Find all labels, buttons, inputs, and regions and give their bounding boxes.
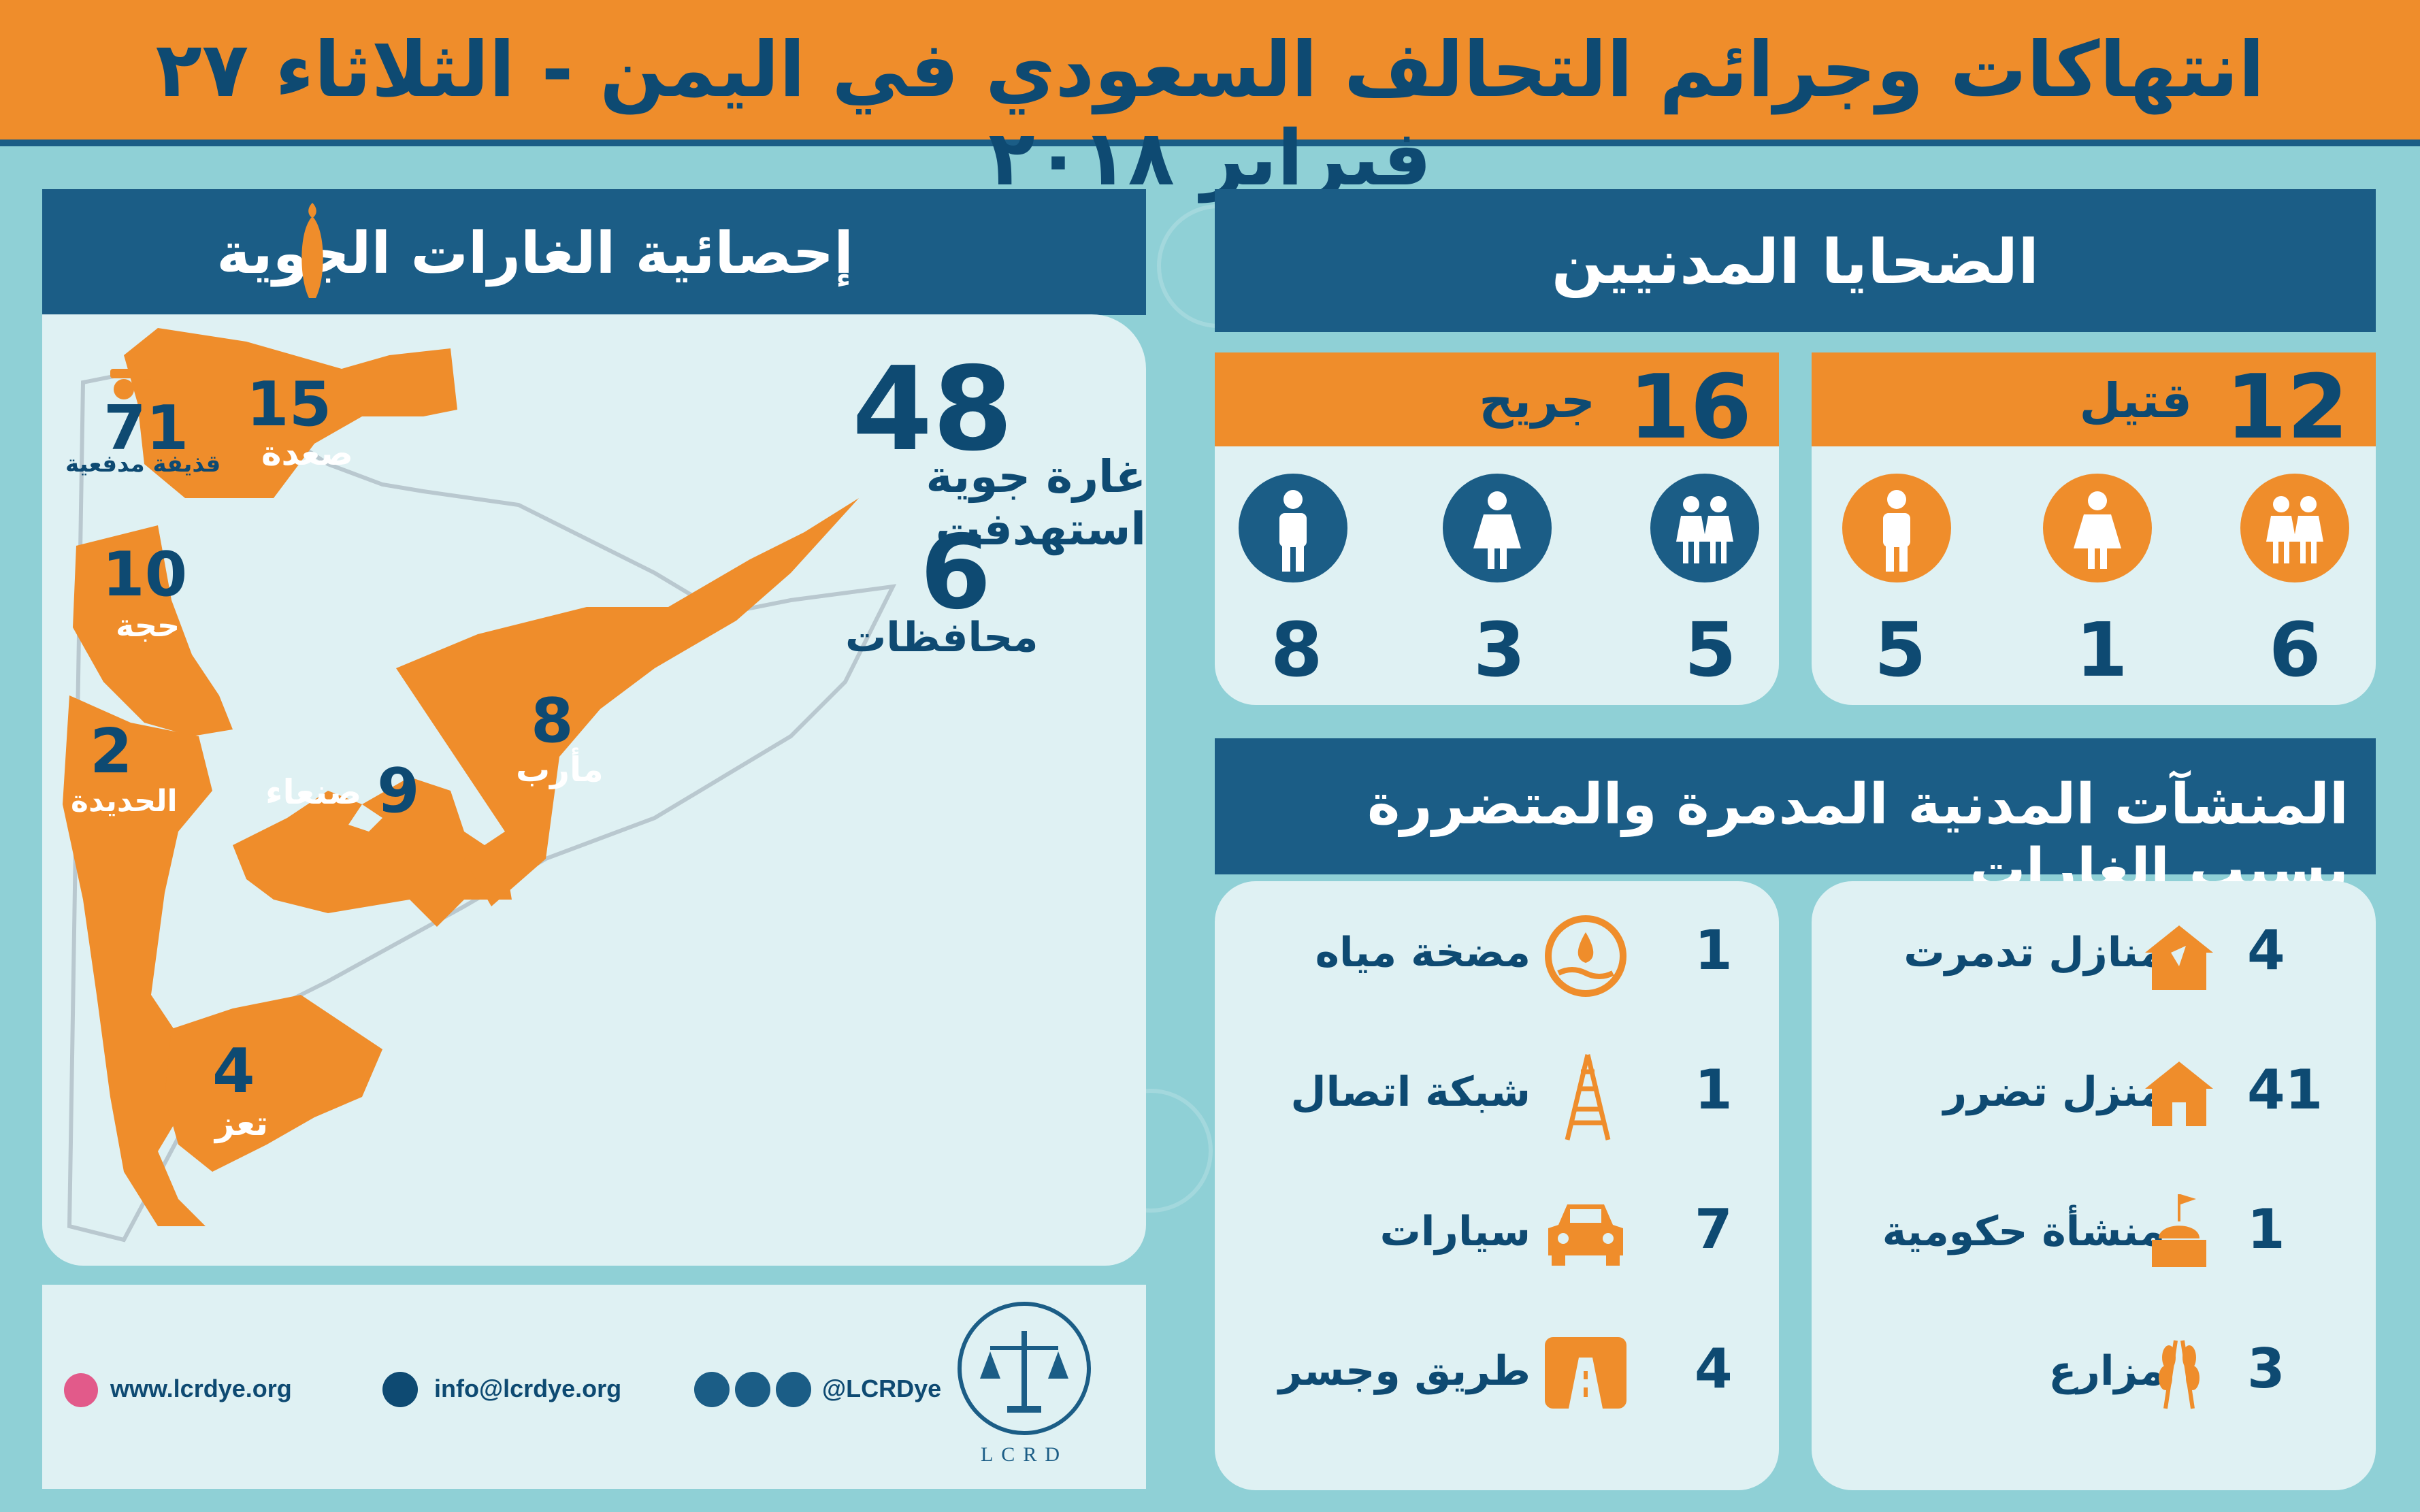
road-bridge-icon — [1545, 1337, 1626, 1409]
total-raids-count: 48 — [852, 342, 1013, 477]
region-name-marib: مأرب — [516, 750, 604, 789]
total-raids-label: غارة جوية استهدفت — [926, 450, 1146, 555]
region-count-hodeidah: 2 — [90, 716, 133, 787]
region-count-hajjah: 10 — [102, 539, 188, 610]
killed-count: 12 — [2225, 355, 2349, 459]
injured-children-count: 5 — [1684, 606, 1737, 693]
website-link[interactable]: www.lcrdye.org — [110, 1375, 292, 1402]
killed-header: 12 قتيل — [1812, 352, 2376, 459]
injured-men-count: 8 — [1271, 606, 1323, 693]
injured-panel: 5 3 8 — [1215, 446, 1779, 705]
facility-count: 41 — [2247, 1058, 2323, 1121]
scales-icon — [958, 1302, 1091, 1435]
facility-label: منزل تضرر — [1943, 1068, 2165, 1116]
children-injured-icon — [1650, 474, 1759, 582]
yemen-map — [63, 328, 897, 1243]
facility-label: طريق وجسر — [1278, 1347, 1531, 1395]
facility-label: منشأة حكومية — [1882, 1208, 2165, 1255]
facility-label: منازل تدمرت — [1903, 929, 2165, 976]
facility-count: 1 — [1695, 1058, 1733, 1121]
air-raids-title-bar: إحصائية الغارات الجوية — [42, 189, 1146, 315]
region-name-sanaa: صنعاء — [265, 772, 362, 812]
facility-label: سيارات — [1379, 1208, 1531, 1255]
government-building-icon — [2152, 1194, 2206, 1267]
civilians-title-bar: الضحايا المدنيين — [1215, 189, 2376, 332]
facebook-icon[interactable] — [694, 1372, 730, 1407]
region-count-saada: 15 — [246, 369, 332, 440]
region-name-hajjah: حجة — [116, 607, 180, 644]
facility-label: مزارع — [2048, 1347, 2165, 1395]
water-pump-icon — [1545, 915, 1626, 997]
facility-count: 1 — [1695, 919, 1733, 982]
artillery-icon — [110, 365, 176, 399]
man-injured-icon — [1239, 474, 1347, 582]
facilities-left-panel: 1 مضخة مياه 1 شبكة اتصال 7 سيارات 4 طريق… — [1215, 881, 1779, 1490]
house-damaged-icon — [2145, 1062, 2213, 1126]
marib-region — [396, 498, 859, 906]
header-bar: انتهاكات وجرائم التحالف السعودي في اليمن… — [0, 0, 2420, 203]
taiz-region — [165, 995, 382, 1172]
facility-count: 1 — [2247, 1198, 2285, 1261]
rocket-icon — [301, 203, 323, 298]
facility-count: 4 — [2247, 919, 2285, 982]
woman-injured-icon — [1443, 474, 1552, 582]
children-killed-icon — [2240, 474, 2349, 582]
lcrd-logo: LCRD — [939, 1297, 1109, 1474]
killed-label: قتيل — [2079, 373, 2192, 429]
civilians-title: الضحايا المدنيين — [1551, 227, 2040, 298]
car-icon — [1548, 1204, 1623, 1266]
footer-contact-panel: www.lcrdye.org info@lcrdye.org @LCRDye L… — [42, 1285, 1146, 1489]
killed-children-count: 6 — [2269, 606, 2321, 693]
injured-label: جريح — [1479, 373, 1595, 429]
saada-region — [124, 328, 457, 498]
killed-panel: 6 1 5 — [1812, 446, 2376, 705]
air-raids-map-panel: 15 صعدة 71 قذيفة مدفعية 10 حجة 2 الحديدة… — [42, 314, 1146, 1266]
region-count-taiz: 4 — [212, 1036, 255, 1107]
dribbble-icon[interactable] — [64, 1373, 98, 1407]
twitter-icon[interactable] — [735, 1372, 770, 1407]
region-name-hodeidah: الحديدة — [71, 784, 178, 819]
injured-count: 16 — [1629, 355, 1752, 459]
governorates-label: محافظات — [845, 614, 1039, 661]
killed-women-count: 1 — [2076, 606, 2128, 693]
email-icon[interactable] — [382, 1372, 418, 1407]
facilities-title-bar: المنشآت المدنية المدمرة والمتضررة بسبب ا… — [1215, 738, 2376, 902]
email-link[interactable]: info@lcrdye.org — [434, 1375, 622, 1402]
telecom-tower-icon — [1565, 1054, 1611, 1140]
governorates-count: 6 — [920, 514, 992, 632]
facility-count: 3 — [2247, 1337, 2285, 1400]
killed-men-count: 5 — [1874, 606, 1927, 693]
region-count-artillery: 71 — [103, 393, 189, 464]
region-name-saada: صعدة — [261, 433, 353, 473]
telegram-icon[interactable] — [776, 1372, 811, 1407]
facility-count: 4 — [1695, 1337, 1733, 1400]
social-handle[interactable]: @LCRDye — [822, 1375, 942, 1402]
injured-header: 16 جريح — [1215, 352, 1779, 459]
logo-text: LCRD — [980, 1443, 1068, 1466]
house-destroyed-icon — [2145, 925, 2213, 990]
region-count-sanaa: 9 — [377, 755, 420, 827]
wheat-icon — [2159, 1340, 2200, 1409]
region-name-taiz: تعز — [215, 1104, 269, 1143]
page-title: انتهاكات وجرائم التحالف السعودي في اليمن… — [155, 26, 2265, 203]
facility-label: شبكة اتصال — [1290, 1068, 1531, 1116]
sanaa-region — [233, 777, 512, 927]
facility-label: مضخة مياه — [1315, 929, 1531, 976]
hajjah-region — [73, 525, 233, 736]
woman-killed-icon — [2043, 474, 2152, 582]
man-killed-icon — [1842, 474, 1951, 582]
facilities-right-panel: 4 منازل تدمرت 41 منزل تضرر 1 منشأة حكومي… — [1812, 881, 2376, 1490]
injured-women-count: 3 — [1473, 606, 1526, 693]
facility-count: 7 — [1695, 1198, 1733, 1261]
region-name-artillery: قذيفة مدفعية — [65, 450, 221, 478]
region-count-marib: 8 — [531, 685, 574, 757]
